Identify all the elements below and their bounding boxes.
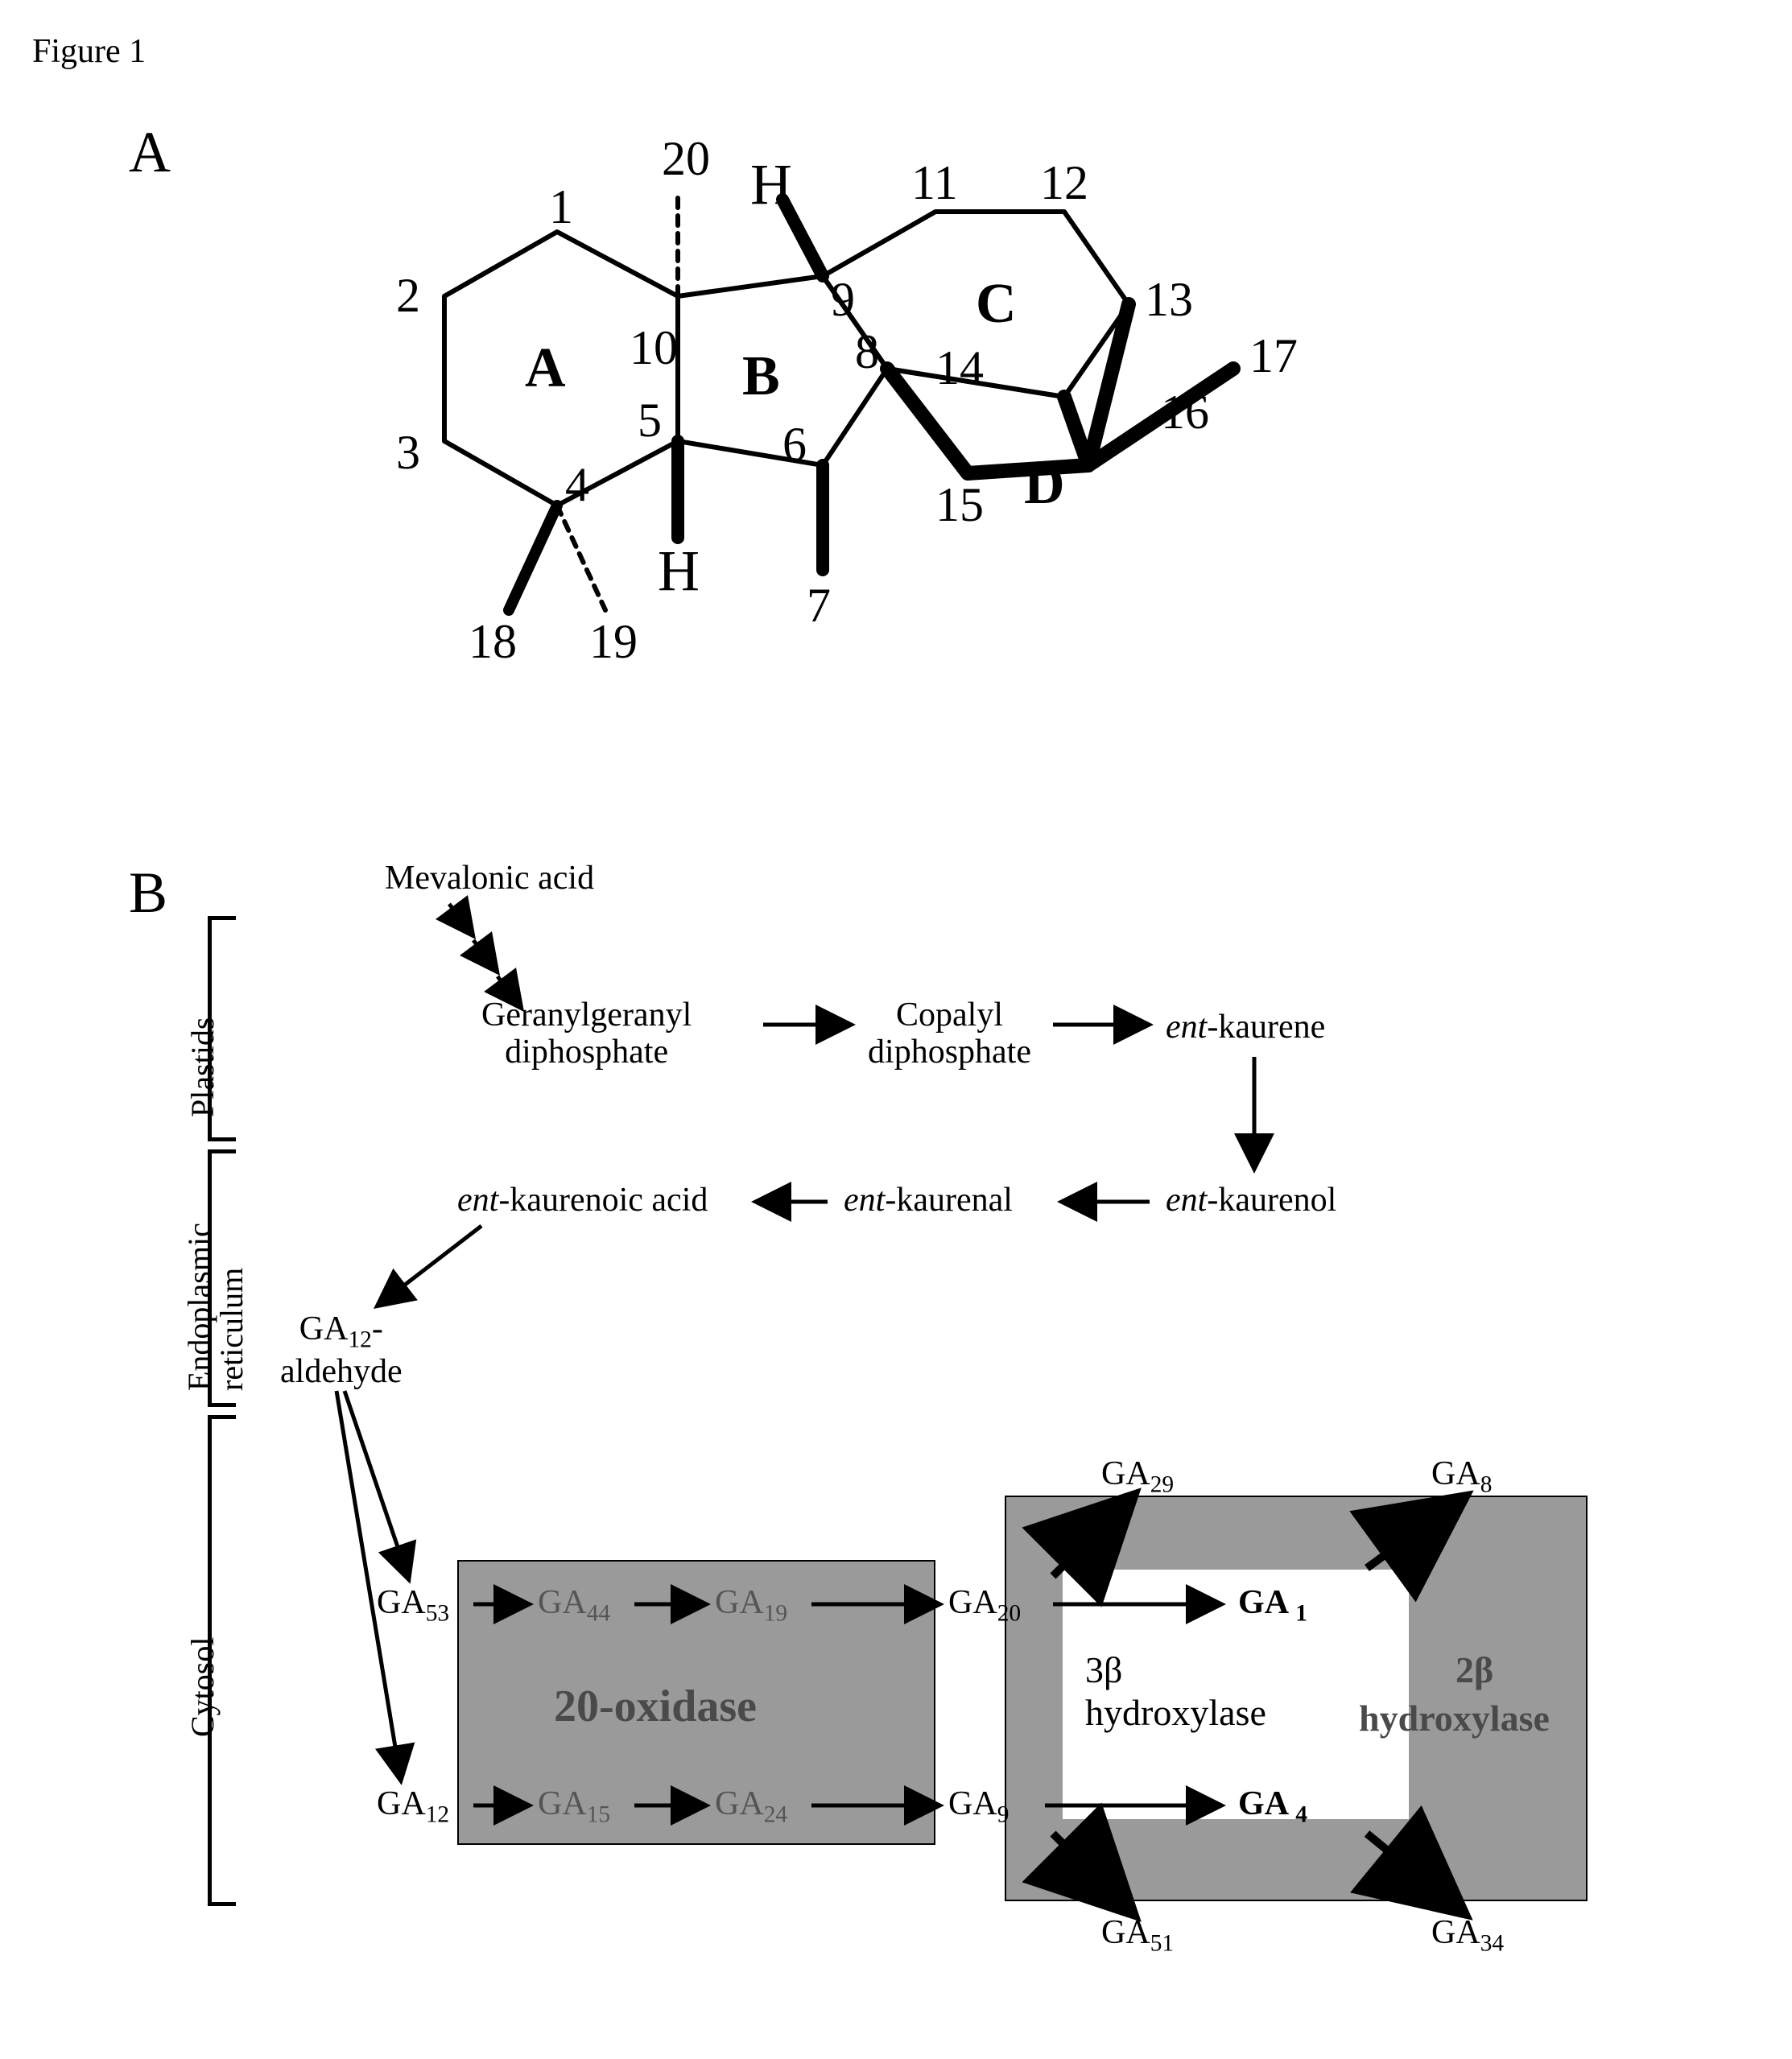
compartment-cytosol: Cytosol	[184, 1637, 221, 1737]
node-ga1: GA 1	[1238, 1584, 1307, 1627]
atom-7: 7	[807, 578, 831, 633]
atom-10: 10	[630, 320, 678, 376]
atom-17: 17	[1249, 328, 1298, 384]
atom-19: 19	[589, 614, 638, 670]
pathway-diagram: Plastids Endoplasmicreticulum Cytosol Me…	[200, 860, 1633, 1922]
node-cpp: Copalyldiphosphate	[868, 996, 1031, 1071]
atom-4: 4	[565, 457, 589, 513]
compartment-er: Endoplasmicreticulum	[184, 1223, 248, 1391]
node-entkaurenoic: ent-kaurenoic acid	[457, 1182, 708, 1219]
atom-20: 20	[662, 131, 710, 187]
node-ga44: GA44	[538, 1584, 610, 1627]
node-entkaurenol: ent-kaurenol	[1166, 1182, 1336, 1219]
gibberellin-skeleton: A B C D H H 1 2 3 4 5 6 7 8 9 10 11 12 1…	[267, 119, 1394, 731]
panel-b: B Plastids Endoplasmicreticulum Cytosol …	[32, 860, 1760, 1922]
node-ga19: GA19	[715, 1584, 787, 1627]
atom-6: 6	[782, 417, 807, 472]
atom-2: 2	[396, 268, 420, 324]
node-mevalonic: Mevalonic acid	[385, 860, 594, 897]
panel-b-label: B	[129, 860, 167, 926]
atom-11: 11	[911, 155, 958, 211]
atom-8: 8	[855, 324, 879, 380]
node-ga53: GA53	[377, 1584, 449, 1627]
panel-a: A	[32, 119, 1760, 731]
atom-14: 14	[935, 340, 984, 396]
node-ggpp: Geranylgeranyldiphosphate	[481, 996, 692, 1071]
ring-label-b: B	[742, 345, 780, 409]
enzyme-3b: 3βhydroxylase	[1085, 1648, 1266, 1734]
atom-18: 18	[469, 614, 517, 670]
ring-label-d: D	[1024, 453, 1065, 518]
node-ga51: GA51	[1101, 1914, 1174, 1957]
node-ga15: GA15	[538, 1785, 610, 1828]
node-ga9: GA9	[948, 1785, 1009, 1828]
panel-a-label: A	[129, 119, 171, 186]
atom-13: 13	[1145, 272, 1193, 328]
enzyme-20oxidase: 20-oxidase	[554, 1681, 757, 1732]
h-top: H	[750, 151, 792, 218]
ring-label-a: A	[525, 336, 566, 401]
node-entkaurenal: ent-kaurenal	[844, 1182, 1013, 1219]
figure-label: Figure 1	[32, 32, 1760, 71]
node-ga29: GA29	[1101, 1455, 1174, 1498]
node-ga24: GA24	[715, 1785, 787, 1828]
node-entkaurene: ent-kaurene	[1166, 1009, 1325, 1046]
node-ga20: GA20	[948, 1584, 1021, 1627]
enzyme-2b-line2: 2β	[1455, 1648, 1493, 1691]
atom-9: 9	[831, 272, 855, 328]
atom-15: 15	[935, 477, 984, 533]
atom-3: 3	[396, 425, 420, 481]
enzyme-2b: hydroxylase	[1359, 1697, 1550, 1739]
ring-label-c: C	[976, 272, 1017, 336]
node-ga12: GA12	[377, 1785, 449, 1828]
node-ga8: GA8	[1431, 1455, 1492, 1498]
node-ga12ald: GA12-aldehyde	[280, 1310, 403, 1390]
node-ga34: GA34	[1431, 1914, 1504, 1957]
h-bot: H	[658, 538, 700, 604]
compartment-plastids: Plastids	[184, 1017, 221, 1117]
atom-5: 5	[638, 393, 662, 448]
atom-12: 12	[1040, 155, 1088, 211]
atom-1: 1	[549, 179, 573, 235]
node-ga4: GA 4	[1238, 1785, 1307, 1828]
atom-16: 16	[1161, 385, 1209, 440]
